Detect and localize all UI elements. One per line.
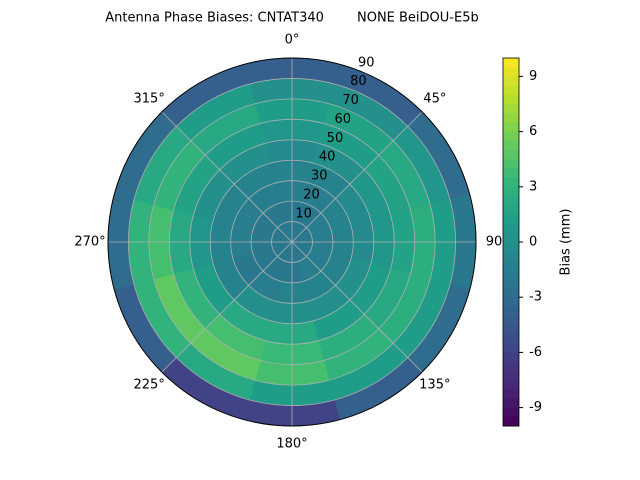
r-tick-label: 30 xyxy=(311,169,328,184)
colorbar-band xyxy=(503,58,519,68)
theta-tick-label: 45° xyxy=(423,92,446,107)
colorbar-band xyxy=(503,269,519,280)
colorbar-band xyxy=(503,196,519,206)
grid-spoke xyxy=(161,111,293,243)
theta-tick-label: 180° xyxy=(276,437,307,452)
colorbar-band xyxy=(503,306,519,317)
colorbar-tick-label: -9 xyxy=(529,400,542,415)
r-tick-label: 40 xyxy=(319,150,336,165)
r-tick-label: 50 xyxy=(327,131,344,146)
colorbar-band xyxy=(503,370,519,381)
r-tick-label: 10 xyxy=(295,206,312,221)
colorbar-band xyxy=(503,205,519,215)
theta-tick-label: 0° xyxy=(285,33,300,48)
colorbar-band xyxy=(503,361,519,372)
colorbar-band xyxy=(503,242,519,252)
colorbar-band xyxy=(503,288,519,298)
colorbar-band xyxy=(503,389,519,399)
colorbar-band xyxy=(503,416,519,427)
colorbar-band xyxy=(503,380,519,390)
grid-spoke xyxy=(291,241,423,373)
theta-tick-label: 135° xyxy=(419,377,450,392)
colorbar-band xyxy=(503,260,519,271)
grid-spoke xyxy=(161,241,293,373)
colorbar-tick-label: 9 xyxy=(529,69,537,84)
colorbar-band xyxy=(503,315,519,326)
polar-grid xyxy=(107,57,477,427)
colorbar-band xyxy=(503,214,519,225)
colorbar-band xyxy=(503,122,519,133)
colorbar-band xyxy=(503,343,519,353)
colorbar-band xyxy=(503,334,519,344)
theta-tick-label: 315° xyxy=(134,92,165,107)
colorbar xyxy=(503,58,519,427)
theta-tick-label: 270° xyxy=(74,235,105,250)
colorbar-band xyxy=(503,352,519,363)
r-tick-label: 20 xyxy=(303,187,320,202)
r-tick-label: 90 xyxy=(358,55,375,70)
r-tick-label: 80 xyxy=(350,74,367,89)
colorbar-band xyxy=(503,131,519,142)
colorbar-band xyxy=(503,113,519,123)
colorbar-band xyxy=(503,223,519,234)
colorbar-label: Bias (mm) xyxy=(559,209,574,276)
theta-tick-label: 225° xyxy=(134,377,165,392)
colorbar-tick-label: 0 xyxy=(529,235,537,250)
colorbar-band xyxy=(503,159,519,169)
colorbar-tick-label: 6 xyxy=(529,124,537,139)
colorbar-band xyxy=(503,140,519,151)
colorbar-band xyxy=(503,85,519,96)
colorbar-band xyxy=(503,251,519,261)
theta-tick-label: 90 xyxy=(486,235,503,250)
colorbar-band xyxy=(503,186,519,197)
colorbar-band xyxy=(503,67,519,77)
colorbar-tick-label: -6 xyxy=(529,345,542,360)
colorbar-band xyxy=(503,297,519,307)
colorbar-band xyxy=(503,407,519,418)
polar-frame xyxy=(107,57,477,427)
colorbar-band xyxy=(503,104,519,114)
r-tick-label: 60 xyxy=(334,112,351,127)
chart-title: Antenna Phase Biases: CNTAT340 NONE BeiD… xyxy=(105,11,478,26)
colorbar-band xyxy=(503,232,519,243)
colorbar-tick-label: -3 xyxy=(529,290,542,305)
colorbar-band xyxy=(503,94,519,105)
r-tick-label: 70 xyxy=(342,93,359,108)
colorbar-band xyxy=(503,398,519,409)
colorbar-band xyxy=(503,168,519,179)
colorbar-band xyxy=(503,177,519,188)
colorbar-band xyxy=(503,76,519,87)
grid-spoke xyxy=(291,111,423,243)
colorbar-tick-label: 3 xyxy=(529,179,537,194)
colorbar-band xyxy=(503,278,519,289)
colorbar-band xyxy=(503,150,519,160)
colorbar-band xyxy=(503,324,519,335)
